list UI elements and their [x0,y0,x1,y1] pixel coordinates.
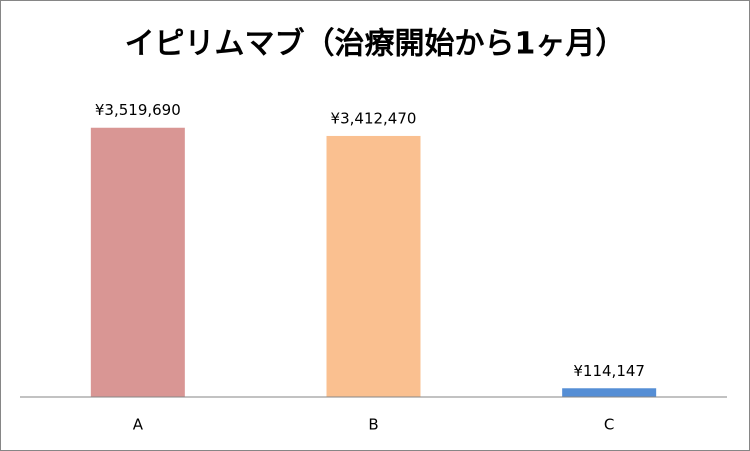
value-label: ¥3,412,470 [331,109,417,127]
x-tick-label: A [133,416,144,434]
value-label: ¥114,147 [573,362,645,380]
bar [326,135,421,397]
bar [562,388,657,397]
value-label: ¥3,519,690 [95,101,181,119]
x-tick-label: B [368,416,378,434]
chart-title: イピリムマブ（治療開始から1ヶ月） [125,27,626,62]
bar [90,127,185,397]
x-tick-label: C [604,416,614,434]
